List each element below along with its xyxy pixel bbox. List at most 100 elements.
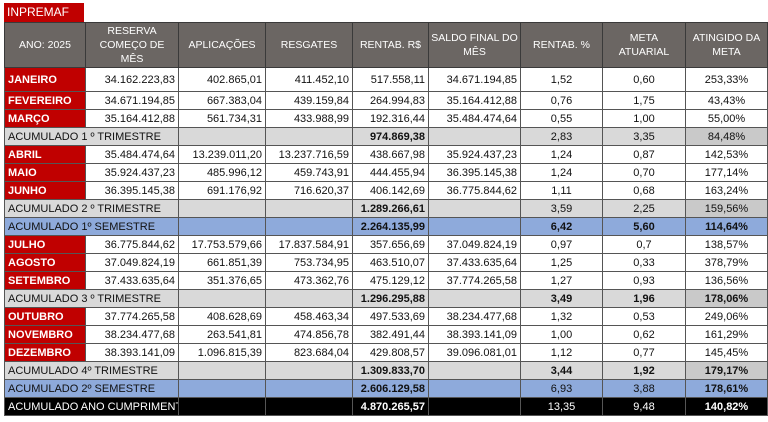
empty-cell xyxy=(178,217,266,236)
saldo-cell: 37.774.265,58 xyxy=(428,271,521,290)
rentab-cell: 192.316,44 xyxy=(352,109,429,128)
empty-cell xyxy=(428,361,521,380)
resgates-cell: 716.620,37 xyxy=(265,181,353,200)
summary-label: ACUMULADO 1º SEMESTRE xyxy=(4,217,179,236)
rentab-pct-cell: 3,59 xyxy=(520,199,603,218)
rentab-cell: 1.309.833,70 xyxy=(352,361,429,380)
header-rentab-pct: RENTAB. % xyxy=(520,22,603,68)
empty-cell xyxy=(428,397,521,416)
rentab-cell: 429.808,57 xyxy=(352,343,429,362)
empty-cell xyxy=(265,379,353,398)
month-row: SETEMBRO 37.433.635,64 351.376,65 473.362,7… xyxy=(4,271,768,290)
month-row: FEVEREIRO 34.671.194,85 667.383,04 439.159,… xyxy=(4,91,768,110)
aplicacoes-cell: 661.851,39 xyxy=(178,253,266,272)
resgates-cell: 473.362,76 xyxy=(265,271,353,290)
saldo-cell: 35.484.474,64 xyxy=(428,109,521,128)
atingido-cell: 43,43% xyxy=(685,91,768,110)
atingido-cell: 145,45% xyxy=(685,343,768,362)
atingido-cell: 177,14% xyxy=(685,163,768,182)
rentab-cell: 4.870.265,57 xyxy=(352,397,429,416)
atingido-cell: 142,53% xyxy=(685,145,768,164)
month-label: DEZEMBRO xyxy=(4,343,86,362)
saldo-cell: 35.164.412,88 xyxy=(428,91,521,110)
rentab-pct-cell: 1,24 xyxy=(520,163,603,182)
empty-cell xyxy=(265,361,353,380)
resgates-cell: 17.837.584,91 xyxy=(265,235,353,254)
header-aplicacoes: APLICAÇÕES xyxy=(178,22,266,68)
reserva-cell: 34.162.223,83 xyxy=(85,67,179,92)
atingido-cell: 136,56% xyxy=(685,271,768,290)
reserva-cell: 34.671.194,85 xyxy=(85,91,179,110)
meta-cell: 9,48 xyxy=(602,397,686,416)
summary-row: ACUMULADO 1 º TRIMESTRE 974.869,38 2,83 3,3… xyxy=(4,127,768,146)
meta-cell: 2,25 xyxy=(602,199,686,218)
resgates-cell: 823.684,04 xyxy=(265,343,353,362)
saldo-cell: 34.671.194,85 xyxy=(428,67,521,92)
aplicacoes-cell: 13.239.011,20 xyxy=(178,145,266,164)
summary-label: ACUMULADO 4º TRIMESTRE xyxy=(4,361,179,380)
rentab-cell: 406.142,69 xyxy=(352,181,429,200)
rentab-pct-cell: 0,97 xyxy=(520,235,603,254)
meta-cell: 0,68 xyxy=(602,181,686,200)
aplicacoes-cell: 667.383,04 xyxy=(178,91,266,110)
month-row: AGOSTO 37.049.824,19 661.851,39 753.734,95 4… xyxy=(4,253,768,272)
rentab-pct-cell: 0,76 xyxy=(520,91,603,110)
month-row: DEZEMBRO 38.393.141,09 1.096.815,39 823.684… xyxy=(4,343,768,362)
rentab-pct-cell: 6,93 xyxy=(520,379,603,398)
empty-cell xyxy=(178,397,266,416)
saldo-cell: 35.924.437,23 xyxy=(428,145,521,164)
atingido-cell: 140,82% xyxy=(685,397,768,416)
reserva-cell: 36.395.145,38 xyxy=(85,181,179,200)
month-label: MARÇO xyxy=(4,109,86,128)
atingido-cell: 55,00% xyxy=(685,109,768,128)
aplicacoes-cell: 561.734,31 xyxy=(178,109,266,128)
rentab-pct-cell: 13,35 xyxy=(520,397,603,416)
month-label: NOVEMBRO xyxy=(4,325,86,344)
rentab-pct-cell: 1,52 xyxy=(520,67,603,92)
meta-cell: 1,92 xyxy=(602,361,686,380)
header-saldo: SALDO FINAL DO MÊS xyxy=(428,22,521,68)
rentab-cell: 1.296.295,88 xyxy=(352,289,429,308)
header-resgates: RESGATES xyxy=(265,22,353,68)
atingido-cell: 178,06% xyxy=(685,289,768,308)
empty-cell xyxy=(265,217,353,236)
month-label: JANEIRO xyxy=(4,67,86,92)
meta-cell: 0,87 xyxy=(602,145,686,164)
atingido-cell: 161,29% xyxy=(685,325,768,344)
aplicacoes-cell: 485.996,12 xyxy=(178,163,266,182)
header-reserva: RESERVA COMEÇO DE MÊS xyxy=(85,22,179,68)
header-year: ANO: 2025 xyxy=(4,22,86,68)
reserva-cell: 38.393.141,09 xyxy=(85,343,179,362)
reserva-cell: 37.433.635,64 xyxy=(85,271,179,290)
rentab-cell: 2.264.135,99 xyxy=(352,217,429,236)
meta-cell: 0,60 xyxy=(602,67,686,92)
empty-cell xyxy=(265,199,353,218)
atingido-cell: 179,17% xyxy=(685,361,768,380)
rentab-cell: 438.667,98 xyxy=(352,145,429,164)
empty-cell xyxy=(428,379,521,398)
month-label: SETEMBRO xyxy=(4,271,86,290)
rentab-pct-cell: 1,25 xyxy=(520,253,603,272)
month-row: JULHO 36.775.844,62 17.753.579,66 17.837.58… xyxy=(4,235,768,254)
summary-row: ACUMULADO 1º SEMESTRE 2.264.135,99 6,42 5,6… xyxy=(4,217,768,236)
meta-cell: 0,77 xyxy=(602,343,686,362)
summary-label: ACUMULADO 2º SEMESTRE xyxy=(4,379,179,398)
summary-row: ACUMULADO 2 º TRIMESTRE 1.289.266,61 3,59 2… xyxy=(4,199,768,218)
rentab-cell: 444.455,94 xyxy=(352,163,429,182)
atingido-cell: 159,56% xyxy=(685,199,768,218)
rentab-cell: 2.606.129,58 xyxy=(352,379,429,398)
month-label: FEVEREIRO xyxy=(4,91,86,110)
month-label: MAIO xyxy=(4,163,86,182)
aplicacoes-cell: 408.628,69 xyxy=(178,307,266,326)
aplicacoes-cell: 351.376,65 xyxy=(178,271,266,290)
saldo-cell: 38.234.477,68 xyxy=(428,307,521,326)
month-row: MARÇO 35.164.412,88 561.734,31 433.988,99 19… xyxy=(4,109,768,128)
atingido-cell: 114,64% xyxy=(685,217,768,236)
saldo-cell: 36.775.844,62 xyxy=(428,181,521,200)
aplicacoes-cell: 17.753.579,66 xyxy=(178,235,266,254)
summary-row: ACUMULADO 3 º TRIMESTRE 1.296.295,88 3,49 1… xyxy=(4,289,768,308)
empty-cell xyxy=(178,361,266,380)
resgates-cell: 458.463,34 xyxy=(265,307,353,326)
meta-cell: 0,7 xyxy=(602,235,686,254)
saldo-cell: 38.393.141,09 xyxy=(428,325,521,344)
